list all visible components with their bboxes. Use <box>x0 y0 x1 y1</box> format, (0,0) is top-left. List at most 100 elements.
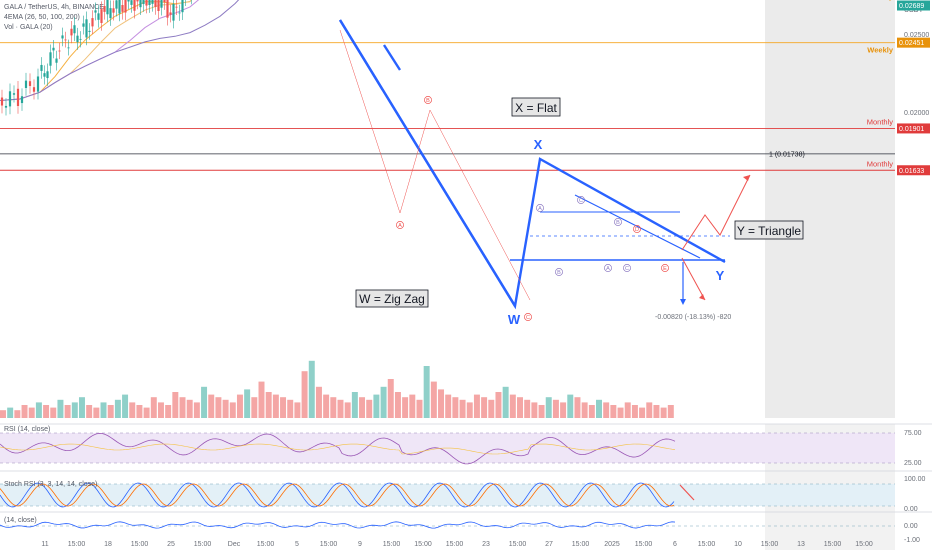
rsi-pane[interactable]: 75.00 25.00 <box>0 430 922 467</box>
candle-body <box>166 0 169 18</box>
candle-body <box>70 28 73 36</box>
volume-bar <box>244 389 251 418</box>
x-tick-label: Dec <box>228 541 241 548</box>
volume-bar <box>380 386 387 418</box>
volume-bar <box>560 402 567 418</box>
volume-bar <box>43 405 50 418</box>
x-tick-label: 15:00 <box>257 541 275 548</box>
third-level-label: -1.00 <box>904 537 920 544</box>
future-area <box>765 0 895 418</box>
x-tick-label: 15:00 <box>194 541 212 548</box>
volume-bar <box>193 402 200 418</box>
candle-body <box>142 0 145 5</box>
volume-bar <box>150 397 157 418</box>
x-tick-label: 23 <box>482 541 490 548</box>
sub-wave-label: E <box>663 266 667 272</box>
candle-body <box>163 0 166 3</box>
sub-wave-circle <box>604 264 612 272</box>
candle-body <box>112 8 115 13</box>
x-tick-label: 15:00 <box>824 541 842 548</box>
stoch-band <box>0 484 895 506</box>
stoch-rsi-pane[interactable]: 100.00 0.00 <box>0 476 926 513</box>
candle-body <box>16 88 20 106</box>
volume-bar <box>251 397 258 418</box>
price-tag <box>897 123 930 134</box>
candle-body <box>8 91 12 107</box>
volume-bar <box>603 402 610 418</box>
volume-bar <box>14 410 21 418</box>
candle-body <box>178 12 181 14</box>
volume-bar <box>265 392 272 418</box>
third-level-label: 0.00 <box>904 523 918 530</box>
volume-bar <box>208 394 215 418</box>
volume-bar <box>7 407 14 418</box>
candle-body <box>79 38 82 40</box>
volume-legend: Vol · GALA (20) <box>4 24 53 31</box>
volume-bar <box>280 397 287 418</box>
volume-bar <box>394 392 401 418</box>
volume-bar <box>610 405 617 418</box>
sub-wave-circle <box>536 204 544 212</box>
volume-bar <box>344 402 351 418</box>
price-tag <box>897 37 930 48</box>
wave-w-label: W <box>508 312 521 327</box>
volume-bar <box>337 399 344 418</box>
volume-bar <box>653 405 660 418</box>
candle-body <box>52 47 55 51</box>
x-tick-label: 15:00 <box>414 541 432 548</box>
rsi-line <box>0 433 676 465</box>
volume-bar <box>308 360 315 418</box>
volume-bar <box>86 405 93 418</box>
volume-bar <box>617 407 624 418</box>
volume-bar <box>488 399 495 418</box>
stoch-d-line <box>0 483 675 507</box>
volume-bar <box>71 402 78 418</box>
volume-bar <box>301 371 308 418</box>
stoch-level-label: 100.00 <box>904 476 926 483</box>
volume-bar <box>452 397 459 418</box>
candle-body <box>73 25 76 34</box>
time-axis[interactable]: 11 15:00 18 15:00 25 15:00 Dec 15:00 5 15:00 9 15:0… <box>41 541 872 548</box>
candle-body <box>136 0 139 2</box>
sr-level-label: Monthly <box>867 117 894 126</box>
candle-body <box>24 80 28 88</box>
x-tick-label: 15:00 <box>698 541 716 548</box>
candle-body <box>88 30 91 32</box>
x-tick-label: 15:00 <box>383 541 401 548</box>
volume-bar <box>21 405 28 418</box>
volume-bar <box>201 386 208 418</box>
arrow-head <box>743 175 750 181</box>
candle-body <box>139 0 142 8</box>
y-tick-label: 0.02000 <box>904 110 929 117</box>
candle-body <box>106 0 109 15</box>
candle-body <box>100 9 103 23</box>
volume-bar <box>359 397 366 418</box>
rsi-ma-line <box>0 443 676 455</box>
volume-bar <box>172 392 179 418</box>
rsi-level-label: 25.00 <box>904 460 922 467</box>
volume-bar <box>660 407 667 418</box>
volume-bar <box>78 397 85 418</box>
volume-bar <box>64 405 71 418</box>
candle-body <box>85 19 88 38</box>
volume-bar <box>631 405 638 418</box>
third-indicator-pane[interactable]: 0.00 -1.00 <box>0 521 920 544</box>
x-tick-label: 13 <box>797 541 805 548</box>
x-flat-text: X = Flat <box>515 101 557 115</box>
x-tick-label: 15:00 <box>68 541 86 548</box>
sr-level-label: Weekly <box>867 46 894 55</box>
x-tick-label: 2025 <box>604 541 620 548</box>
volume-bar <box>445 394 452 418</box>
candle-body <box>94 10 97 13</box>
sub-wave-circle <box>396 221 404 229</box>
x-tick-label: 5 <box>295 541 299 548</box>
triangle-upper <box>574 194 701 259</box>
x-tick-label: 15:00 <box>320 541 338 548</box>
sub-wave-circle <box>623 264 631 272</box>
volume-bar <box>222 399 229 418</box>
candle-body <box>55 58 58 63</box>
y-tick-label: 0.02500 <box>904 32 929 39</box>
candle-body <box>103 6 106 12</box>
